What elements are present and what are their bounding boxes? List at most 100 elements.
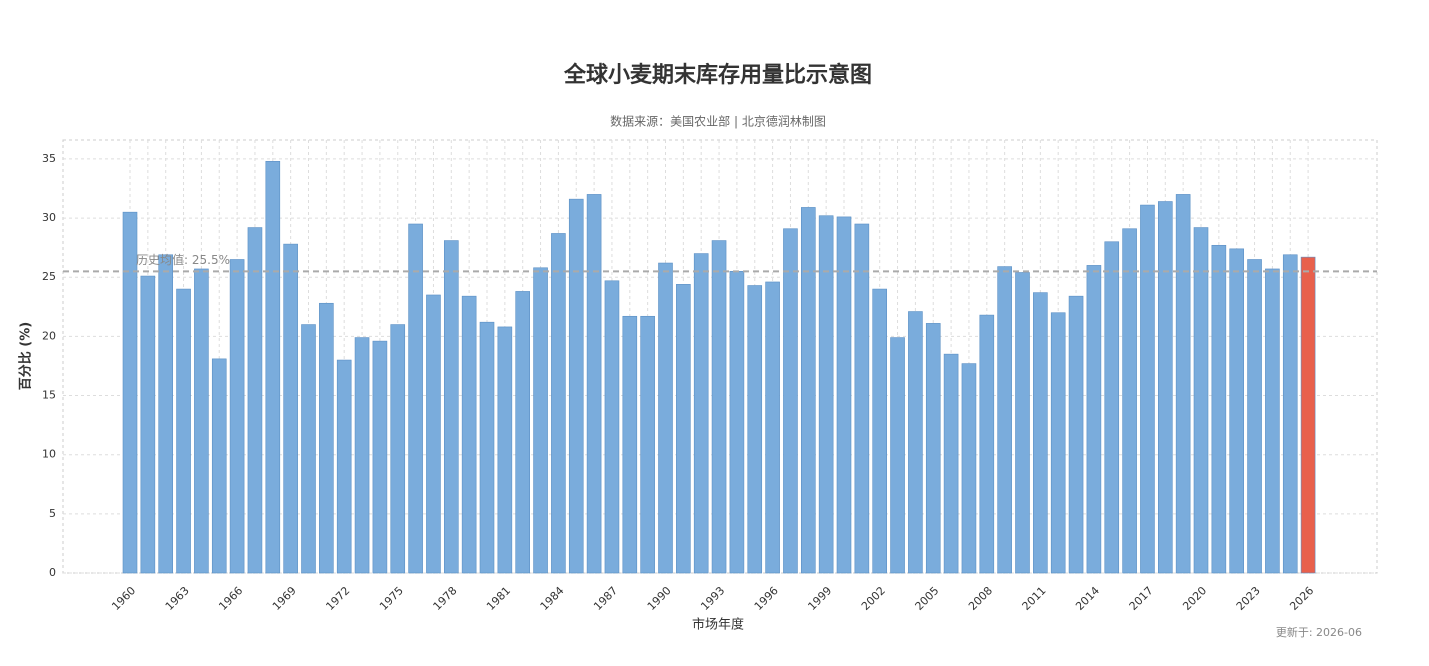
x-tick-label: 1996 [752, 584, 781, 613]
bar [1175, 194, 1191, 574]
x-tick-label: 1981 [484, 584, 513, 613]
bar [461, 295, 477, 574]
bar [354, 337, 370, 574]
x-tick-label: 2020 [1180, 584, 1209, 613]
x-tick-label: 2011 [1020, 584, 1049, 613]
bar [390, 324, 406, 574]
bar [800, 207, 816, 574]
bar [1068, 295, 1084, 574]
bar [925, 323, 941, 574]
bar [140, 275, 156, 574]
bar [1033, 292, 1048, 574]
y-tick-label: 5 [49, 507, 56, 520]
bar [211, 358, 227, 574]
x-tick-label: 2017 [1127, 584, 1156, 613]
bar [247, 227, 263, 574]
y-tick-label: 35 [42, 152, 56, 165]
bar [586, 194, 602, 574]
bar [568, 198, 584, 574]
x-tick-label: 1999 [805, 584, 834, 613]
x-tick-label: 2005 [913, 584, 942, 613]
x-tick-label: 1993 [698, 584, 727, 613]
y-tick-label: 10 [42, 448, 56, 461]
bar [1211, 244, 1227, 574]
bar [176, 288, 191, 574]
bar [122, 211, 138, 574]
x-tick-label: 1978 [431, 584, 460, 613]
y-tick-label: 30 [42, 211, 56, 224]
bar [729, 271, 745, 574]
bar [1086, 265, 1102, 574]
x-tick-label: 1966 [216, 584, 245, 613]
bar [604, 280, 620, 574]
bar [961, 363, 977, 574]
x-tick-label: 2023 [1234, 584, 1263, 613]
bar [747, 285, 763, 574]
mean-label: 历史均值: 25.5% [136, 252, 230, 267]
bar [158, 254, 173, 574]
footnote: 更新于: 2026-06 [1276, 625, 1362, 639]
bar [265, 160, 281, 574]
bar [765, 281, 780, 574]
bar [908, 311, 923, 574]
bar [997, 266, 1012, 574]
bar [319, 302, 334, 574]
x-tick-label: 2014 [1073, 584, 1102, 613]
x-axis-label: 市场年度 [692, 617, 744, 633]
x-tick-label: 1963 [163, 584, 192, 613]
y-tick-label: 0 [49, 566, 56, 579]
bar [836, 216, 852, 574]
bar [283, 243, 298, 574]
chart-subtitle: 数据来源：美国农业部 | 北京德润林制图 [610, 114, 826, 129]
x-tick-label: 1969 [270, 584, 299, 613]
bar [854, 223, 870, 574]
bar [1193, 227, 1209, 574]
bar [1265, 268, 1280, 574]
bar [443, 240, 459, 574]
bar [533, 267, 548, 574]
bar [1015, 272, 1030, 574]
bar [890, 337, 905, 574]
bar [301, 324, 316, 574]
x-tick-label: 2002 [859, 584, 888, 613]
bar [515, 291, 531, 574]
bar [693, 253, 709, 574]
bar [943, 353, 959, 574]
bar [622, 315, 638, 574]
y-tick-label: 25 [42, 270, 56, 283]
plot-frame [62, 139, 1378, 574]
bar [551, 233, 566, 574]
bar [676, 284, 691, 574]
bar [1050, 312, 1066, 574]
bar [336, 359, 352, 574]
bar [872, 288, 888, 574]
x-tick-label: 1984 [538, 584, 567, 613]
x-tick-label: 2008 [966, 584, 995, 613]
bar [229, 259, 245, 574]
bar [1229, 248, 1244, 574]
bar [426, 294, 441, 574]
bar [1282, 254, 1298, 574]
y-axis-label: 百分比 (%) [18, 322, 34, 390]
chart-title: 全球小麦期末库存用量比示意图 [563, 62, 872, 88]
bar [818, 215, 834, 574]
x-tick-label: 1960 [109, 584, 138, 613]
bar [783, 228, 798, 574]
x-tick-label: 1972 [323, 584, 352, 613]
bar [1300, 256, 1316, 574]
y-tick-label: 15 [42, 389, 56, 402]
bar [372, 340, 388, 574]
bar [1247, 259, 1262, 574]
y-tick-label: 20 [42, 329, 56, 342]
bar [1104, 241, 1120, 574]
bar [658, 262, 673, 574]
bar [1158, 201, 1173, 574]
x-tick-label: 2026 [1287, 584, 1316, 613]
bar [1140, 204, 1155, 574]
x-tick-label: 1990 [645, 584, 674, 613]
x-tick-label: 1975 [377, 584, 406, 613]
bar [979, 314, 995, 574]
bar [711, 240, 727, 574]
bar [1122, 228, 1137, 574]
